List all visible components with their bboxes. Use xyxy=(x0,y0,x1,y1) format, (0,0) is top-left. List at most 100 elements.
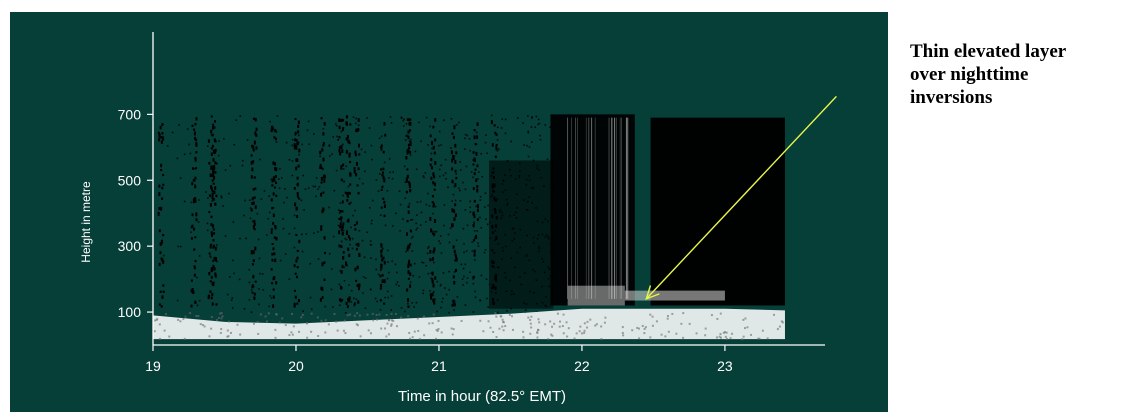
echo-dot xyxy=(425,203,428,206)
echo-dot xyxy=(473,199,476,203)
echo-dot xyxy=(551,162,554,165)
echo-dot xyxy=(501,211,503,214)
echo-dot xyxy=(321,167,324,170)
surface-speckle xyxy=(757,337,760,340)
surface-speckle xyxy=(498,327,501,330)
echo-dot xyxy=(321,148,324,152)
surface-speckle xyxy=(529,318,532,321)
echo-dot xyxy=(406,153,409,155)
echo-dot xyxy=(425,264,428,267)
echo-dot xyxy=(476,208,479,212)
echo-dot xyxy=(347,141,350,144)
surface-speckle xyxy=(589,318,592,321)
echo-dot xyxy=(428,205,431,207)
echo-dot xyxy=(342,194,344,197)
echo-dot xyxy=(257,238,260,241)
echo-dot xyxy=(382,197,385,200)
surface-speckle xyxy=(780,320,783,323)
echo-dot xyxy=(212,228,215,231)
echo-dot xyxy=(329,155,331,157)
echo-dot xyxy=(430,272,433,274)
echo-dot xyxy=(544,304,547,307)
echo-dot xyxy=(213,138,216,142)
surface-speckle xyxy=(265,320,268,323)
echo-dot xyxy=(541,221,544,224)
surface-speckle xyxy=(704,327,707,330)
echo-dot xyxy=(251,284,254,288)
echo-dot xyxy=(356,283,359,288)
echo-dot xyxy=(209,173,212,178)
echo-dot xyxy=(527,200,529,203)
echo-dot xyxy=(406,118,409,121)
annotation-line: over nighttime xyxy=(910,64,1029,85)
echo-dot xyxy=(442,272,445,274)
echo-dot xyxy=(210,152,213,156)
dense-echo-block xyxy=(650,117,785,306)
echo-dot xyxy=(383,204,386,208)
echo-dot xyxy=(454,213,457,218)
surface-speckle xyxy=(731,332,734,335)
echo-dot xyxy=(453,249,456,254)
echo-dot xyxy=(472,311,475,313)
surface-speckle xyxy=(511,328,514,331)
surface-speckle xyxy=(758,337,761,340)
echo-dot xyxy=(432,230,434,233)
echo-dot xyxy=(454,160,457,164)
echo-dot xyxy=(516,207,519,209)
echo-dot xyxy=(434,118,437,122)
echo-dot xyxy=(432,202,435,206)
echo-dot xyxy=(340,220,343,223)
echo-dot xyxy=(408,183,410,186)
echo-dot xyxy=(379,274,382,278)
echo-dot xyxy=(191,182,194,186)
echo-dot xyxy=(451,179,454,184)
echo-dot xyxy=(158,133,161,138)
echo-dot xyxy=(159,290,162,293)
echo-dot xyxy=(454,169,457,173)
echo-dot xyxy=(250,250,253,255)
surface-speckle xyxy=(274,336,277,339)
echo-dot xyxy=(492,171,495,173)
echo-dot xyxy=(274,258,277,263)
echo-dot xyxy=(409,143,412,146)
axes xyxy=(152,32,825,346)
echo-dot xyxy=(491,284,494,287)
echo-dot xyxy=(431,194,434,198)
surface-speckle xyxy=(450,327,453,330)
echo-dot xyxy=(407,244,410,249)
echo-dot xyxy=(252,160,255,164)
echo-dot xyxy=(539,138,542,141)
surface-speckle xyxy=(502,329,505,332)
surface-speckle xyxy=(579,325,582,328)
echo-dot xyxy=(432,145,435,150)
echo-dot xyxy=(434,205,437,208)
echo-dot xyxy=(345,122,348,126)
echo-dot xyxy=(391,225,394,227)
echo-dot xyxy=(406,174,409,179)
echo-dot xyxy=(495,146,497,148)
echo-dot xyxy=(513,214,515,216)
echo-dot xyxy=(409,189,412,193)
echo-dot xyxy=(490,120,493,123)
echo-dot xyxy=(448,270,450,273)
surface-speckle xyxy=(298,330,301,333)
echo-dot xyxy=(410,230,413,233)
echo-dot xyxy=(322,209,325,211)
echo-dot xyxy=(434,138,437,142)
echo-dot xyxy=(159,251,162,255)
echo-dot xyxy=(402,125,405,127)
echo-dot xyxy=(322,144,325,147)
echo-dot xyxy=(422,175,425,177)
echo-dot xyxy=(191,167,194,170)
echo-dot xyxy=(250,311,253,313)
echo-dot xyxy=(407,151,410,153)
echo-dot xyxy=(541,233,544,236)
echo-dot xyxy=(544,124,547,126)
echo-dot xyxy=(380,146,382,148)
surface-speckle xyxy=(356,312,359,315)
echo-dot xyxy=(328,206,330,209)
echo-dot xyxy=(208,271,211,276)
echo-dot xyxy=(494,273,497,278)
echo-dot xyxy=(380,283,383,288)
echo-dot xyxy=(295,275,298,279)
